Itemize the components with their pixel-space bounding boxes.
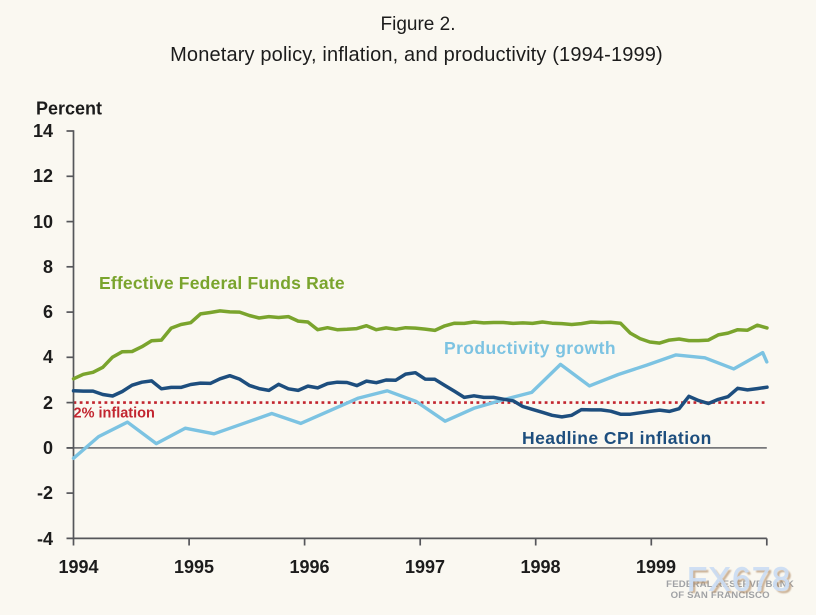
svg-text:8: 8 (43, 257, 53, 277)
svg-text:-2: -2 (37, 483, 53, 503)
svg-text:Percent: Percent (36, 99, 102, 119)
svg-text:1997: 1997 (405, 557, 445, 577)
svg-text:1994: 1994 (58, 557, 98, 577)
svg-text:10: 10 (33, 212, 53, 232)
svg-text:1999: 1999 (636, 557, 676, 577)
svg-text:Productivity growth: Productivity growth (444, 338, 616, 358)
svg-text:14: 14 (33, 121, 53, 141)
svg-text:OF SAN FRANCISCO: OF SAN FRANCISCO (671, 590, 770, 601)
svg-text:FEDERAL RESERVE BANK: FEDERAL RESERVE BANK (666, 579, 794, 590)
svg-text:2% inflation: 2% inflation (74, 406, 155, 422)
svg-text:Effective Federal Funds Rate: Effective Federal Funds Rate (99, 273, 345, 293)
svg-text:12: 12 (33, 166, 53, 186)
svg-text:Headline CPI inflation: Headline CPI inflation (522, 428, 712, 448)
svg-text:FX678: FX678 (687, 561, 792, 598)
svg-text:FX678: FX678 (690, 563, 795, 600)
svg-text:1996: 1996 (289, 557, 329, 577)
svg-text:-4: -4 (37, 529, 53, 549)
svg-text:6: 6 (43, 302, 53, 322)
svg-text:4: 4 (43, 347, 53, 367)
svg-text:0: 0 (43, 438, 53, 458)
svg-text:1995: 1995 (174, 557, 214, 577)
svg-text:1998: 1998 (520, 557, 560, 577)
svg-text:2: 2 (43, 393, 53, 413)
